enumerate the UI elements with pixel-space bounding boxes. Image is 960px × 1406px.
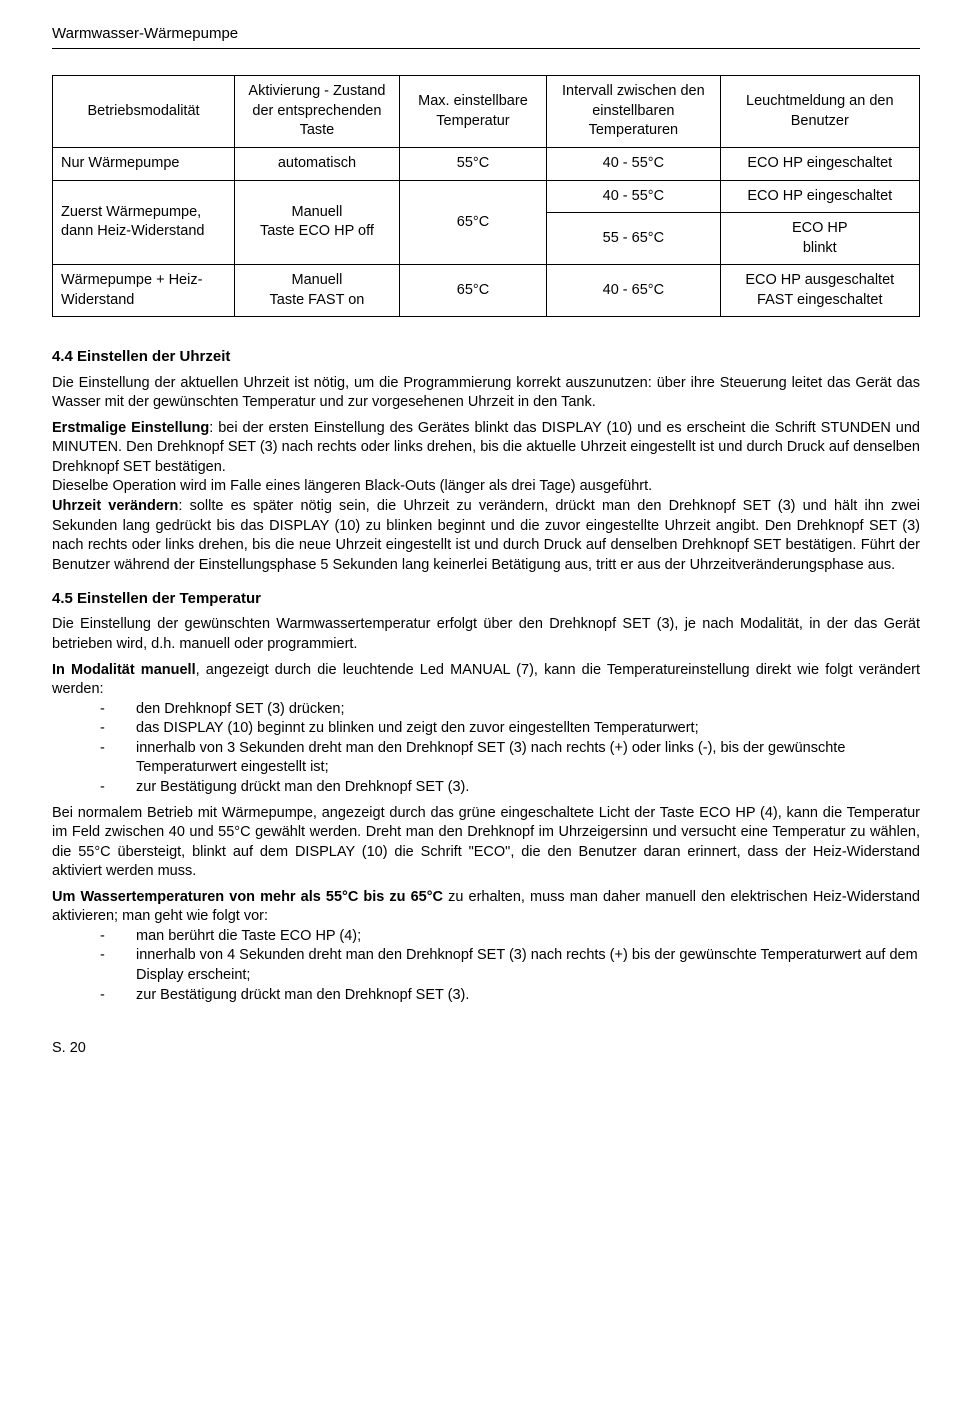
paragraph: Dieselbe Operation wird im Falle eines l… (52, 477, 920, 497)
list-item: zur Bestätigung drückt man den Drehknopf… (52, 778, 920, 798)
table-row: Zuerst Wärmepumpe, dann Heiz-Widerstand … (53, 180, 920, 213)
step-list: den Drehknopf SET (3) drücken; das DISPL… (52, 700, 920, 798)
list-item: innerhalb von 3 Sekunden dreht man den D… (52, 739, 920, 778)
list-item: man berührt die Taste ECO HP (4); (52, 927, 920, 947)
cell: ECO HP ausgeschaltet FAST eingeschaltet (720, 265, 919, 317)
cell: ECO HP eingeschaltet (720, 180, 919, 213)
table-row: Nur Wärmepumpe automatisch 55°C 40 - 55°… (53, 147, 920, 180)
paragraph: In Modalität manuell, angezeigt durch di… (52, 661, 920, 700)
paragraph: Bei normalem Betrieb mit Wärmepumpe, ang… (52, 804, 920, 882)
table-row: Wärmepumpe + Heiz-Widerstand Manuell Tas… (53, 265, 920, 317)
bold-lead: In Modalität manuell (52, 662, 196, 678)
step-list: man berührt die Taste ECO HP (4); innerh… (52, 927, 920, 1005)
cell: Nur Wärmepumpe (53, 147, 235, 180)
col-header: Leuchtmeldung an den Benutzer (720, 76, 919, 148)
paragraph: Um Wassertemperaturen von mehr als 55°C … (52, 888, 920, 927)
col-header: Betriebsmodalität (53, 76, 235, 148)
bold-lead: Um Wassertemperaturen von mehr als 55°C … (52, 889, 443, 905)
text: : sollte es später nötig sein, die Uhrze… (52, 498, 920, 573)
cell: 40 - 55°C (547, 147, 720, 180)
cell: ECO HP blinkt (720, 213, 919, 265)
cell: Manuell Taste FAST on (235, 265, 400, 317)
cell: 65°C (399, 265, 546, 317)
list-item: innerhalb von 4 Sekunden dreht man den D… (52, 946, 920, 985)
paragraph: Uhrzeit verändern: sollte es später nöti… (52, 497, 920, 575)
bold-lead: Erstmalige Einstellung (52, 420, 209, 436)
paragraph: Die Einstellung der gewünschten Warmwass… (52, 615, 920, 654)
paragraph: Die Einstellung der aktuellen Uhrzeit is… (52, 374, 920, 413)
cell: 55°C (399, 147, 546, 180)
cell: 40 - 55°C (547, 180, 720, 213)
col-header: Aktivierung - Zustand der entsprechenden… (235, 76, 400, 148)
table-header-row: Betriebsmodalität Aktivierung - Zustand … (53, 76, 920, 148)
section-heading: 4.5 Einstellen der Temperatur (52, 589, 920, 609)
col-header: Max. einstellbare Temperatur (399, 76, 546, 148)
page-number: S. 20 (52, 1039, 920, 1059)
cell: 55 - 65°C (547, 213, 720, 265)
section-heading: 4.4 Einstellen der Uhrzeit (52, 347, 920, 367)
cell: Manuell Taste ECO HP off (235, 180, 400, 265)
paragraph: Erstmalige Einstellung: bei der ersten E… (52, 419, 920, 478)
cell: Zuerst Wärmepumpe, dann Heiz-Widerstand (53, 180, 235, 265)
list-item: zur Bestätigung drückt man den Drehknopf… (52, 986, 920, 1006)
col-header: Intervall zwischen den einstellbaren Tem… (547, 76, 720, 148)
cell: 65°C (399, 180, 546, 265)
list-item: das DISPLAY (10) beginnt zu blinken und … (52, 719, 920, 739)
bold-lead: Uhrzeit verändern (52, 498, 178, 514)
list-item: den Drehknopf SET (3) drücken; (52, 700, 920, 720)
cell: ECO HP eingeschaltet (720, 147, 919, 180)
cell: automatisch (235, 147, 400, 180)
section-44: 4.4 Einstellen der Uhrzeit Die Einstellu… (52, 347, 920, 575)
cell: Wärmepumpe + Heiz-Widerstand (53, 265, 235, 317)
modes-table: Betriebsmodalität Aktivierung - Zustand … (52, 75, 920, 317)
page-header: Warmwasser-Wärmepumpe (52, 24, 920, 49)
section-45: 4.5 Einstellen der Temperatur Die Einste… (52, 589, 920, 1005)
cell: 40 - 65°C (547, 265, 720, 317)
